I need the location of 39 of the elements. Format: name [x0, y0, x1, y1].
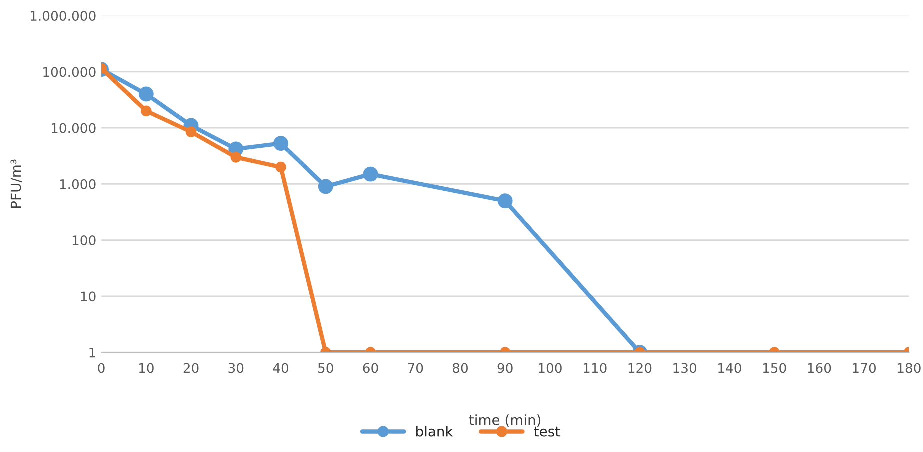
legend-label: test — [534, 426, 560, 437]
point — [186, 126, 197, 138]
point — [498, 194, 513, 209]
x-tick-label: 120 — [628, 363, 652, 374]
x-tick-label: 150 — [763, 363, 786, 374]
y-tick-label: 1 — [90, 348, 96, 358]
y-tick-label: 1.000 — [60, 179, 96, 190]
x-tick-label: 170 — [853, 363, 876, 374]
y-tick-label: 1.000.000 — [30, 11, 96, 22]
x-tick-label: 20 — [184, 363, 199, 374]
x-tick-label: 80 — [452, 363, 468, 374]
point — [230, 152, 242, 163]
y-axis-title: PFU/m³ — [10, 160, 22, 208]
x-tick-label: 30 — [228, 363, 244, 374]
x-tick-label: 140 — [718, 363, 742, 374]
y-tick-label: 10.000 — [52, 123, 96, 134]
point — [318, 179, 334, 194]
y-tick-label: 100.000 — [44, 67, 96, 78]
point — [276, 162, 286, 173]
x-axis-title: time (min) — [469, 414, 541, 428]
x-tick-label: 90 — [498, 363, 513, 374]
x-tick-label: 70 — [408, 363, 424, 374]
x-tick-label: 10 — [139, 363, 154, 374]
point — [274, 136, 288, 152]
point — [138, 86, 154, 102]
x-tick-label: 130 — [674, 363, 697, 374]
x-tick-label: 50 — [318, 363, 334, 374]
x-tick-label: 40 — [273, 363, 289, 374]
x-tick-label: 180 — [898, 363, 921, 374]
x-tick-label: 60 — [363, 363, 378, 374]
x-tick-label: 100 — [539, 363, 562, 374]
y-tick-label: 100 — [72, 236, 96, 246]
x-tick-label: 0 — [98, 363, 105, 374]
legend-label: blank — [416, 426, 454, 437]
point — [363, 166, 378, 182]
point — [141, 106, 152, 117]
x-tick-label: 160 — [808, 363, 832, 374]
x-tick-label: 110 — [584, 363, 607, 374]
y-tick-label: 10 — [81, 292, 96, 302]
